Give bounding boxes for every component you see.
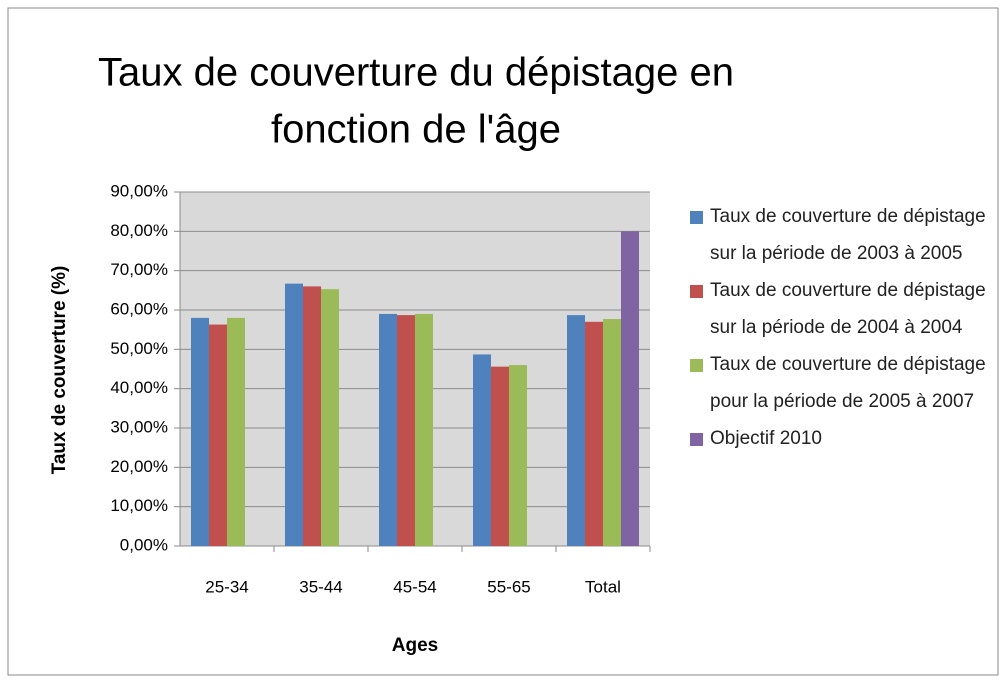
bar <box>191 317 209 546</box>
bar <box>585 321 603 546</box>
legend-swatch <box>690 359 703 372</box>
bar <box>567 315 585 546</box>
bar <box>491 366 509 546</box>
legend-label: Taux de couverture de dépistage sur la p… <box>710 280 986 338</box>
x-tick-label: Total <box>585 577 621 596</box>
y-tick-label: 20,00% <box>110 457 168 476</box>
y-tick-label: 30,00% <box>110 417 168 436</box>
legend-swatch <box>690 285 703 298</box>
chart-title: Taux de couverture du dépistage en <box>98 51 734 95</box>
bar <box>397 315 415 546</box>
bar <box>621 231 639 547</box>
bar <box>321 289 339 546</box>
legend-label: Taux de couverture de dépistage pour la … <box>710 354 986 412</box>
bar <box>473 354 491 546</box>
bar <box>227 317 245 546</box>
legend-label: Taux de couverture de dépistage sur la p… <box>710 206 986 264</box>
bar <box>303 286 321 546</box>
legend-item: Objectif 2010 <box>690 420 1000 457</box>
y-tick-label: 0,00% <box>120 535 168 554</box>
y-tick-label: 80,00% <box>110 221 168 240</box>
legend-label: Objectif 2010 <box>710 428 822 449</box>
legend-item: Taux de couverture de dépistage sur la p… <box>690 198 1000 272</box>
bar <box>209 324 227 546</box>
y-tick-label: 60,00% <box>110 299 168 318</box>
x-tick-label: 25-34 <box>205 577 248 596</box>
bar <box>285 283 303 546</box>
y-tick-label: 40,00% <box>110 378 168 397</box>
legend-item: Taux de couverture de dépistage pour la … <box>690 346 1000 420</box>
y-tick-label: 50,00% <box>110 339 168 358</box>
x-axis-title: Ages <box>392 635 438 656</box>
x-tick-label: 45-54 <box>393 577 436 596</box>
y-tick-label: 90,00% <box>110 181 168 200</box>
chart-title: fonction de l'âge <box>271 108 561 152</box>
legend: Taux de couverture de dépistage sur la p… <box>690 198 1000 457</box>
legend-swatch <box>690 433 703 446</box>
bar <box>415 313 433 546</box>
bar <box>603 319 621 546</box>
bar <box>379 313 397 546</box>
y-tick-label: 70,00% <box>110 260 168 279</box>
y-tick-label: 10,00% <box>110 496 168 515</box>
x-tick-label: 55-65 <box>487 577 530 596</box>
y-axis-title: Taux de couverture (%) <box>49 266 70 475</box>
legend-swatch <box>690 211 703 224</box>
bar <box>509 365 527 546</box>
legend-item: Taux de couverture de dépistage sur la p… <box>690 272 1000 346</box>
x-tick-label: 35-44 <box>299 577 342 596</box>
